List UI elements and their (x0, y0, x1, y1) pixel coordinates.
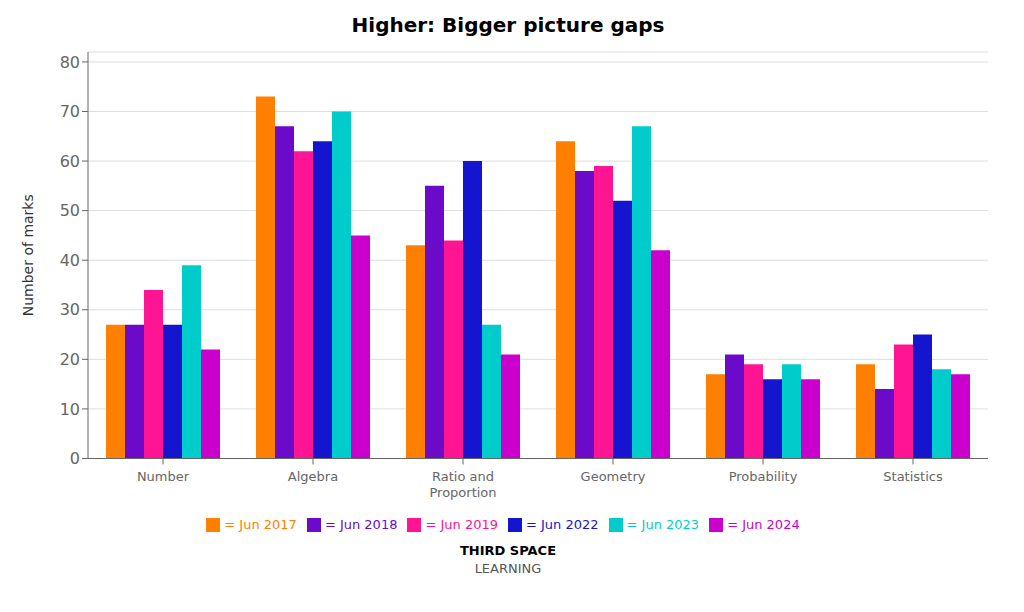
svg-text:80: 80 (60, 53, 80, 72)
svg-text:30: 30 (60, 300, 80, 319)
svg-text:Algebra: Algebra (288, 469, 338, 484)
svg-text:50: 50 (60, 201, 80, 220)
html-text:THIRD SPACE: THIRD SPACE (460, 543, 556, 558)
svg-text:0: 0 (70, 449, 80, 468)
svg-text:Number of marks: Number of marks (20, 194, 36, 316)
svg-text:10: 10 (60, 400, 80, 419)
svg-text:60: 60 (60, 152, 80, 171)
html-text:= Jun 2018: = Jun 2018 (324, 516, 398, 532)
html-text:Higher: Bigger picture gaps: Higher: Bigger picture gaps (351, 13, 665, 37)
html-text:= Jun 2024: = Jun 2024 (727, 516, 800, 532)
svg-text:Ratio andProportion: Ratio andProportion (429, 469, 496, 500)
svg-text:20: 20 (60, 350, 80, 369)
svg-text:Statistics: Statistics (883, 469, 943, 484)
html-text:= Jun 2022: = Jun 2022 (526, 516, 599, 532)
svg-text:40: 40 (60, 251, 80, 270)
html-text:LEARNING: LEARNING (474, 561, 542, 576)
html-text:= Jun 2023: = Jun 2023 (626, 516, 700, 532)
svg-text:Number: Number (137, 469, 190, 484)
svg-text:Probability: Probability (729, 469, 798, 484)
svg-text:70: 70 (60, 102, 80, 121)
svg-text:Geometry: Geometry (581, 469, 646, 484)
html-text:= Jun 2017: = Jun 2017 (224, 516, 297, 532)
html-text:= Jun 2019: = Jun 2019 (425, 516, 498, 532)
